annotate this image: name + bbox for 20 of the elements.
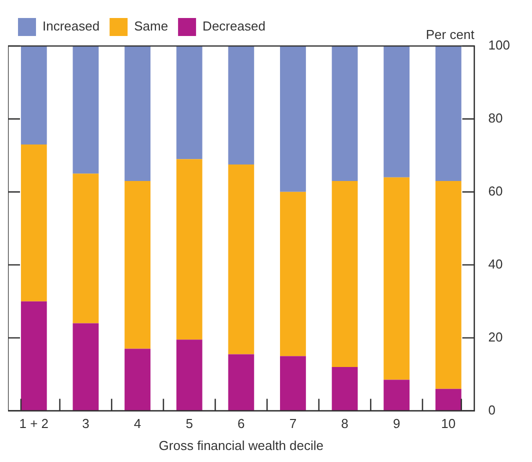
y-tick-label: 40 bbox=[488, 256, 503, 272]
x-tick-label: 10 bbox=[441, 416, 456, 432]
y-tick-label: 20 bbox=[488, 329, 503, 344]
x-tick-label: 3 bbox=[82, 416, 90, 432]
legend-label: Increased bbox=[42, 18, 100, 34]
x-tick-label: 8 bbox=[341, 416, 348, 432]
y-tick-label: 80 bbox=[488, 110, 503, 126]
x-tick-label: 9 bbox=[392, 416, 400, 432]
x-axis-title: Gross financial wealth decile bbox=[158, 438, 324, 453]
y-tick-label: 60 bbox=[488, 184, 503, 198]
legend-label: Same bbox=[134, 18, 168, 34]
x-tick-label: 6 bbox=[238, 416, 245, 432]
legend-label: Decreased bbox=[202, 18, 266, 34]
y-tick-label: 0 bbox=[488, 402, 496, 418]
x-tick-label: 5 bbox=[186, 416, 193, 432]
y-tick-label: 100 bbox=[488, 38, 510, 53]
x-tick-label: 7 bbox=[289, 416, 297, 432]
y-axis-title: Per cent bbox=[426, 27, 475, 42]
x-tick-label: 1 + 2 bbox=[19, 416, 49, 432]
x-tick-label: 4 bbox=[134, 416, 142, 432]
